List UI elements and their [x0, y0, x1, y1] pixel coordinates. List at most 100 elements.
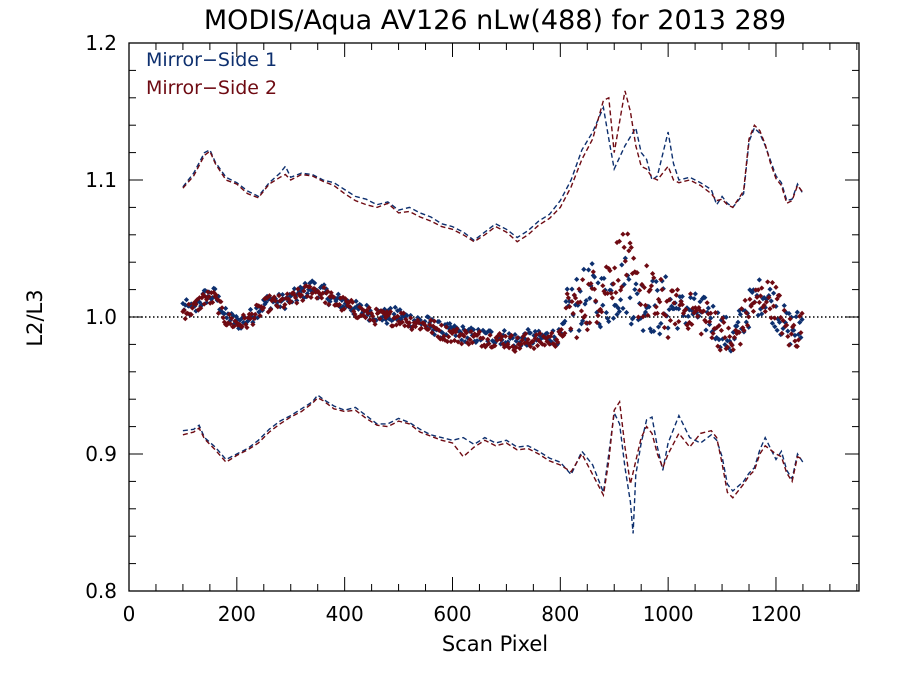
- data-point: [537, 330, 543, 337]
- data-point: [741, 327, 747, 333]
- data-point: [514, 335, 520, 341]
- data-point: [716, 337, 722, 343]
- data-point: [600, 283, 606, 289]
- data-point: [352, 305, 358, 311]
- data-point: [408, 315, 414, 321]
- data-point: [205, 289, 211, 295]
- data-point: [300, 285, 306, 292]
- data-point: [249, 311, 255, 317]
- y-tick-label: 1.2: [85, 31, 117, 55]
- data-point: [744, 322, 751, 328]
- data-point: [531, 345, 537, 352]
- data-point: [555, 339, 561, 345]
- axis-ticks: [128, 42, 859, 592]
- data-point: [325, 288, 331, 295]
- data-point: [644, 263, 650, 269]
- data-point: [642, 302, 649, 308]
- data-point: [697, 299, 703, 305]
- data-point: [257, 308, 263, 314]
- data-point: [288, 299, 294, 305]
- data-point: [671, 300, 677, 306]
- series-2-lower-line: [182, 396, 804, 499]
- data-point: [186, 301, 192, 307]
- data-point: [591, 274, 598, 280]
- data-point: [769, 320, 776, 326]
- data-point: [568, 326, 574, 332]
- data-point: [757, 293, 764, 299]
- data-point: [352, 311, 358, 317]
- data-point: [582, 313, 588, 319]
- data-point: [510, 335, 516, 341]
- data-point: [466, 326, 472, 333]
- data-point: [680, 310, 687, 316]
- data-point: [734, 323, 740, 329]
- data-point: [795, 337, 802, 343]
- data-point: [657, 299, 663, 305]
- data-point: [756, 277, 762, 283]
- data-point: [697, 307, 703, 314]
- data-point: [383, 315, 389, 321]
- data-point: [607, 267, 613, 274]
- data-point: [799, 310, 805, 316]
- data-point: [237, 317, 243, 323]
- data-point: [412, 324, 418, 330]
- data-point: [480, 335, 486, 341]
- data-point: [279, 291, 286, 298]
- data-point: [309, 278, 315, 284]
- data-point: [787, 316, 793, 322]
- data-point: [436, 318, 442, 325]
- data-point: [702, 295, 708, 301]
- plot-frame: [128, 42, 860, 592]
- x-tick-label: 1200: [751, 602, 802, 626]
- data-point: [180, 300, 186, 307]
- data-point: [284, 291, 290, 297]
- data-point: [763, 299, 770, 305]
- data-point: [359, 310, 365, 317]
- data-point: [761, 302, 767, 308]
- data-point: [239, 323, 245, 330]
- data-point: [390, 323, 396, 329]
- data-point: [533, 332, 539, 338]
- data-point: [340, 294, 346, 300]
- data-point: [617, 287, 624, 293]
- data-point: [705, 311, 711, 317]
- data-point: [794, 343, 800, 350]
- data-point: [310, 289, 316, 295]
- data-point: [562, 330, 568, 336]
- data-point: [355, 314, 362, 320]
- data-point: [647, 287, 653, 293]
- data-point: [466, 341, 472, 347]
- data-point: [500, 332, 506, 338]
- data-point: [615, 305, 621, 311]
- data-point: [725, 325, 732, 331]
- data-point: [364, 307, 370, 314]
- data-point: [733, 327, 739, 333]
- data-point: [645, 312, 651, 318]
- data-point: [655, 324, 662, 330]
- data-point: [404, 319, 410, 325]
- data-point: [629, 316, 636, 322]
- series-1-lower-line: [182, 394, 804, 534]
- data-point: [311, 280, 318, 286]
- data-point: [606, 265, 612, 272]
- data-point: [377, 316, 383, 322]
- data-point: [252, 311, 258, 317]
- data-point: [190, 301, 197, 307]
- data-point: [440, 336, 446, 342]
- data-point: [600, 302, 606, 308]
- data-point: [266, 293, 273, 299]
- data-point: [781, 307, 787, 314]
- data-point: [679, 301, 685, 308]
- data-point: [710, 303, 716, 309]
- data-point: [639, 281, 645, 288]
- data-point: [298, 292, 305, 298]
- data-point: [215, 293, 222, 299]
- data-point: [227, 317, 233, 323]
- data-point: [362, 315, 369, 321]
- data-point: [551, 334, 557, 340]
- data-point: [648, 329, 655, 335]
- data-point: [523, 331, 529, 337]
- data-point: [788, 331, 794, 337]
- data-point: [365, 310, 371, 316]
- data-point: [354, 303, 360, 309]
